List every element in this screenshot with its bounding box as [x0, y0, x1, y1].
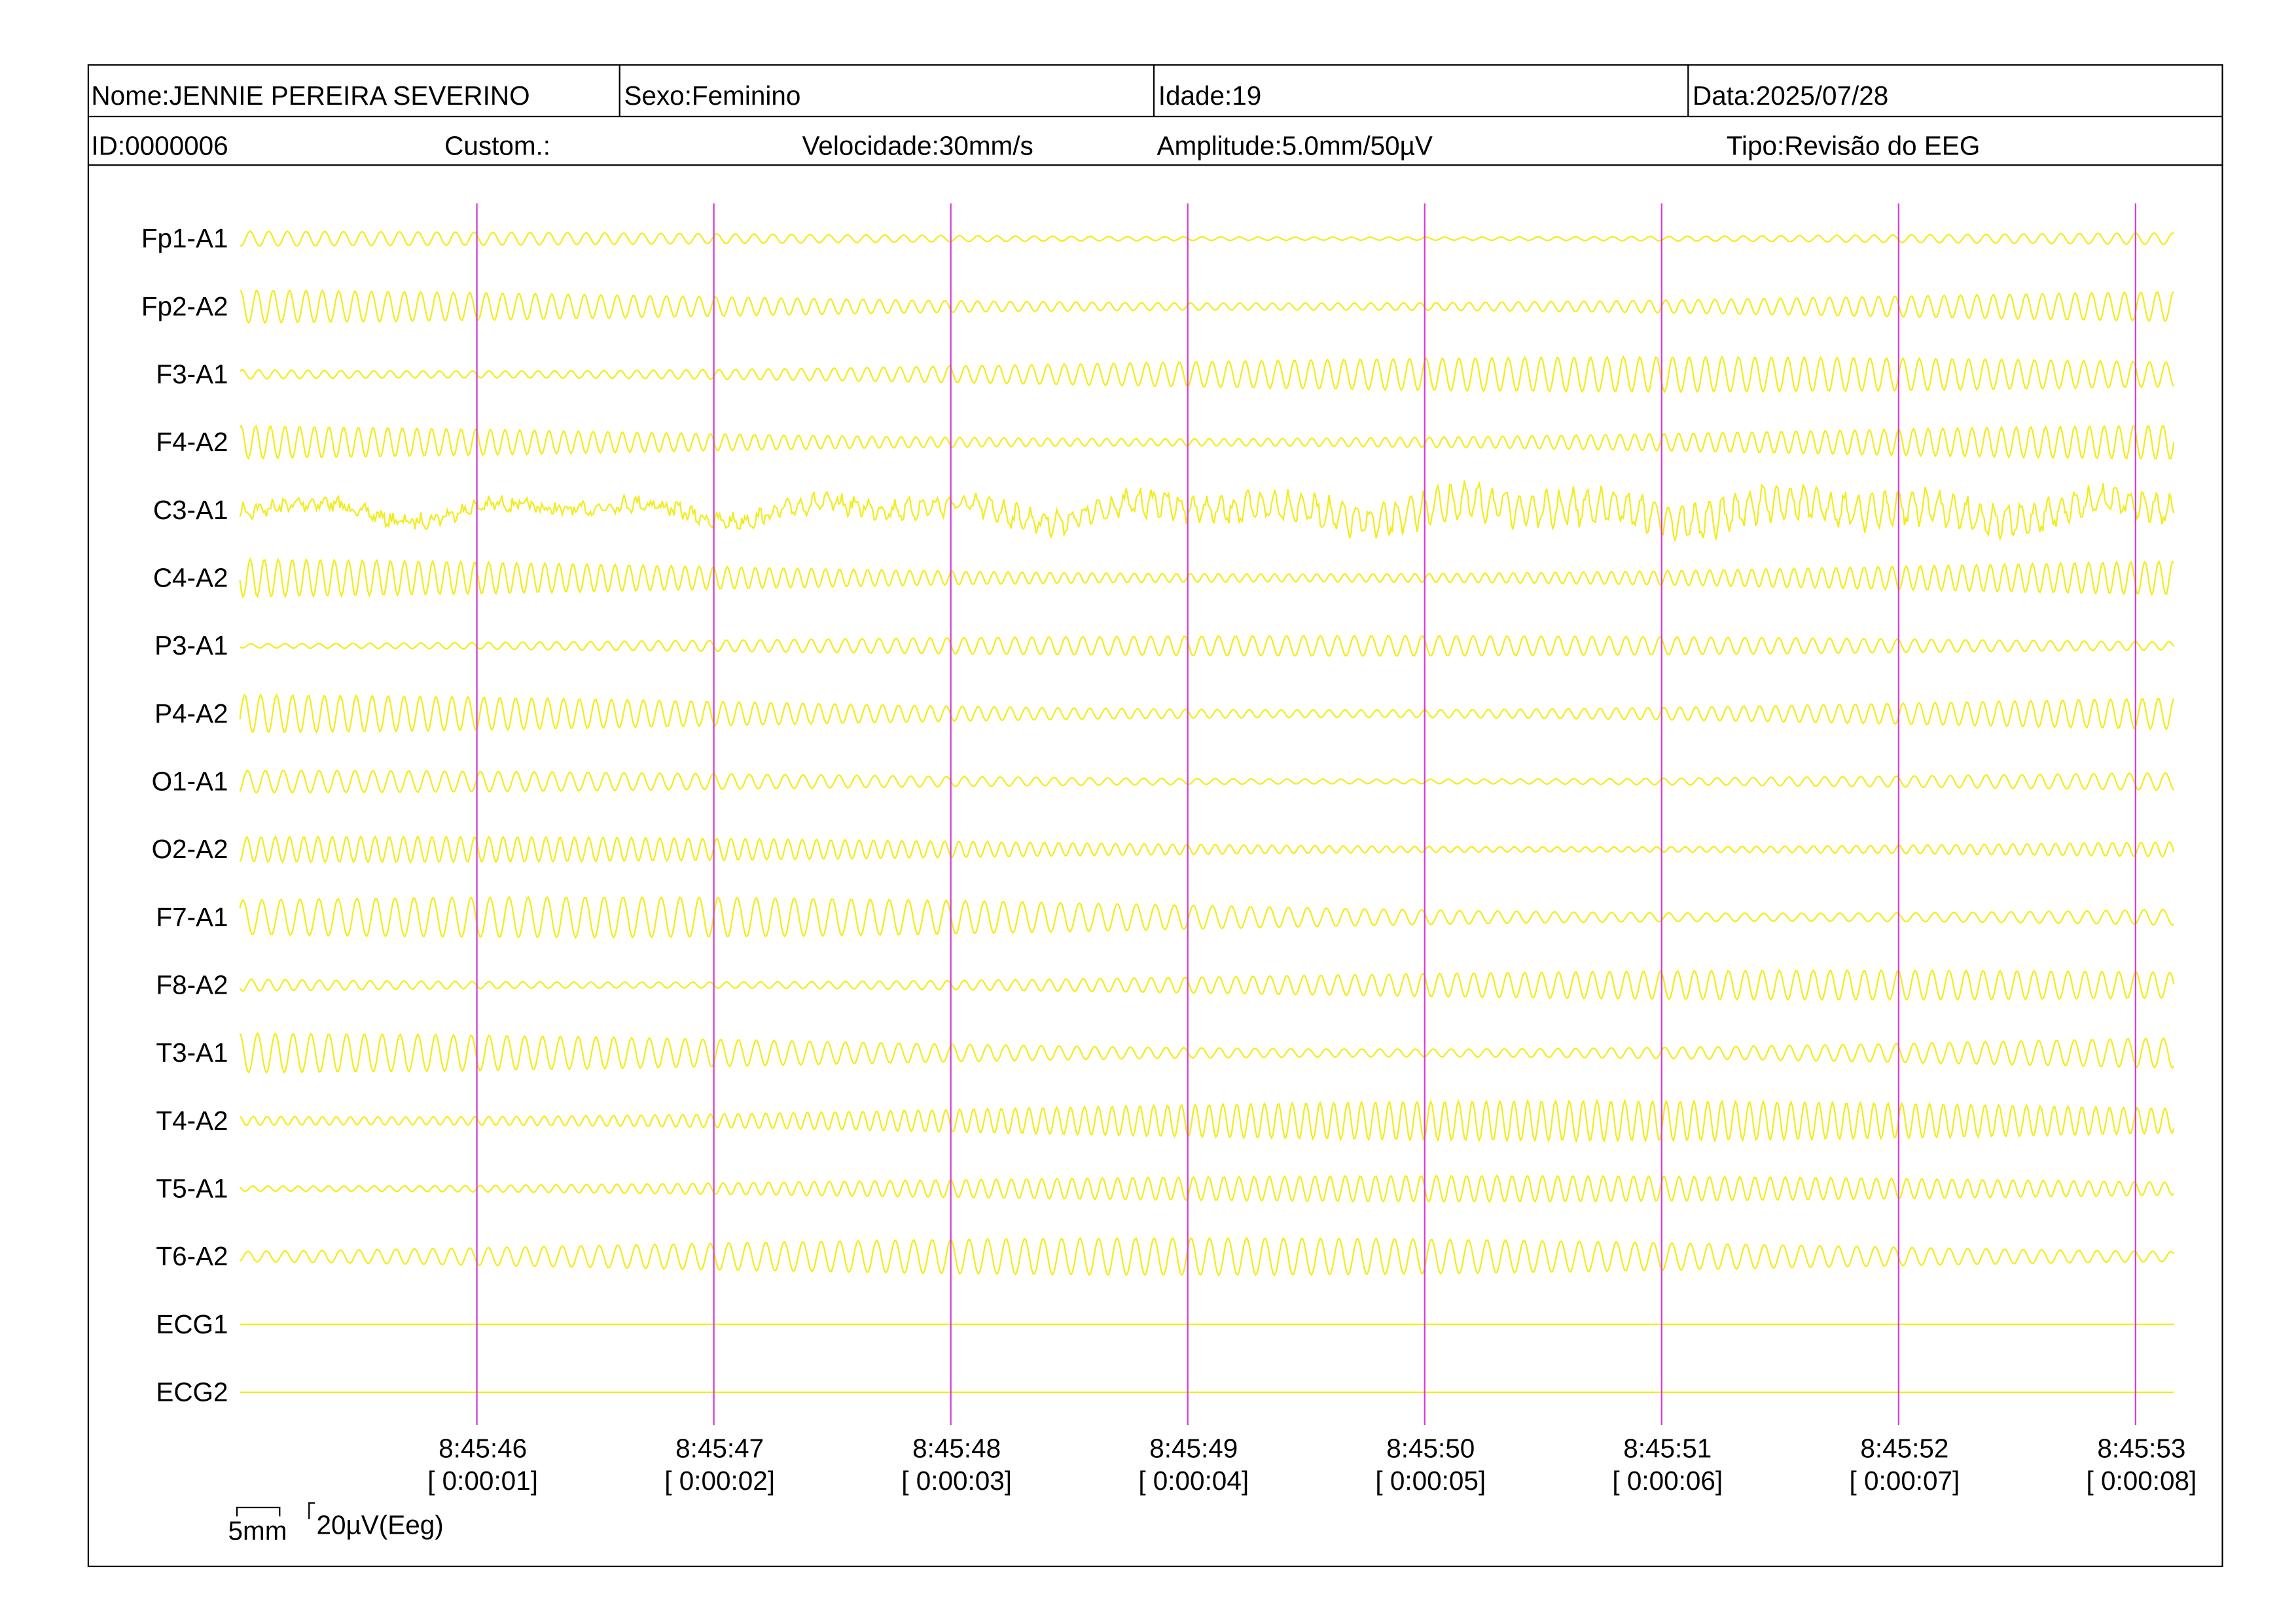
time-label: 8:45:50	[1386, 1434, 1475, 1464]
channel-label: F7-A1	[156, 902, 228, 932]
channel-label: T4-A2	[156, 1106, 228, 1136]
eeg-trace	[239, 424, 2175, 460]
channel-label: C4-A2	[153, 562, 228, 592]
time-label: 8:45:53	[2097, 1434, 2185, 1464]
time-label: 8:45:52	[1860, 1434, 1948, 1464]
elapsed-label: [ 0:00:06]	[1612, 1466, 1723, 1496]
speed: Velocidade:30mm/s	[802, 130, 1033, 160]
elapsed-label: [ 0:00:01]	[427, 1466, 538, 1496]
channel-label: O2-A2	[152, 834, 228, 864]
exam-date: Data:2025/07/28	[1693, 81, 1888, 111]
eeg-trace	[239, 1098, 2175, 1144]
eeg-trace	[239, 289, 2175, 325]
frame	[87, 64, 2223, 1568]
patient-id: ID:0000006	[91, 130, 228, 160]
eeg-trace	[240, 230, 2174, 247]
eeg-trace	[239, 1236, 2175, 1277]
channel-label: T6-A2	[156, 1241, 228, 1271]
elapsed-label: [ 0:00:03]	[901, 1466, 1012, 1496]
eeg-trace	[239, 1032, 2175, 1074]
eeg-trace	[239, 895, 2174, 939]
exam-type: Tipo:Revisão do EEG	[1727, 130, 1981, 160]
channel-label: P4-A2	[154, 698, 228, 729]
eeg-trace	[239, 556, 2175, 599]
elapsed-label: [ 0:00:05]	[1375, 1466, 1486, 1496]
eeg-trace	[239, 969, 2175, 1001]
eeg-trace	[239, 1174, 2175, 1203]
eeg-trace	[239, 355, 2175, 393]
amplitude: Amplitude:5.0mm/50µV	[1157, 130, 1432, 160]
time-scale-bar	[236, 1506, 281, 1517]
channel-label: ECG2	[156, 1377, 228, 1407]
elapsed-label: [ 0:00:02]	[664, 1466, 775, 1496]
custom: Custom.:	[444, 130, 550, 160]
channel-label: F3-A1	[156, 359, 228, 389]
time-label: 8:45:48	[912, 1434, 1001, 1464]
channel-label: C3-A1	[153, 495, 228, 525]
patient-name: Nome:JENNIE PEREIRA SEVERINO	[91, 81, 529, 111]
patient-sex: Sexo:Feminino	[624, 81, 800, 111]
channel-label: P3-A1	[154, 630, 228, 660]
elapsed-label: [ 0:00:08]	[2087, 1466, 2197, 1496]
channel-label: ECG1	[156, 1309, 228, 1339]
eeg-trace	[239, 769, 2175, 794]
eeg-trace	[239, 835, 2175, 864]
channel-label: O1-A1	[152, 766, 228, 796]
patient-age: Idade:19	[1158, 81, 1262, 111]
amplitude-scale: 20µV(Eeg)	[316, 1509, 443, 1540]
channel-label: Fp2-A2	[141, 291, 228, 321]
time-scale: 5mm	[228, 1515, 287, 1545]
eeg-trace	[240, 634, 2175, 657]
time-label: 8:45:49	[1149, 1434, 1238, 1464]
channel-label: T3-A1	[156, 1038, 228, 1068]
amplitude-scale-bar	[308, 1502, 315, 1520]
channel-label: F8-A2	[156, 969, 228, 1000]
eeg-trace	[239, 480, 2175, 543]
elapsed-label: [ 0:00:04]	[1138, 1466, 1249, 1496]
time-label: 8:45:51	[1623, 1434, 1712, 1464]
channel-label: Fp1-A1	[141, 223, 228, 253]
time-label: 8:45:47	[675, 1434, 764, 1464]
time-label: 8:45:46	[439, 1434, 527, 1464]
channel-label: T5-A1	[156, 1173, 228, 1203]
elapsed-label: [ 0:00:07]	[1849, 1466, 1960, 1496]
channel-label: F4-A2	[156, 427, 228, 457]
traces: Fp1-A1 Fp2-A2 F3-A1 F4-A2 C3-A1 C4-A2 P3-A1 P4-…	[141, 203, 2197, 1496]
eeg-trace	[239, 693, 2175, 734]
